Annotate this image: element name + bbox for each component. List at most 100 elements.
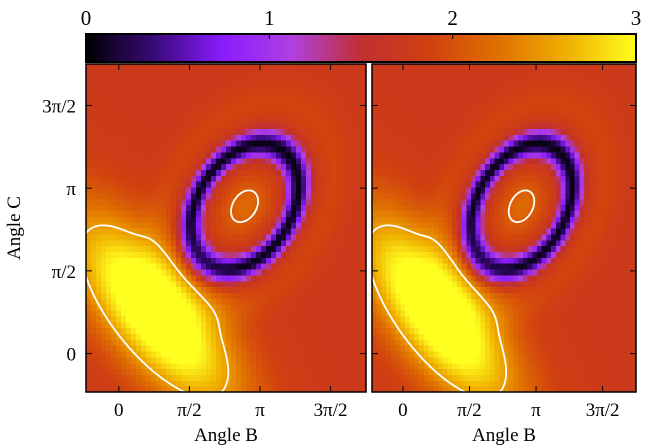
heatmap-cell	[221, 163, 227, 171]
heatmap-cell	[480, 251, 486, 258]
heatmap-cell	[409, 192, 416, 200]
heatmap-cell	[136, 105, 142, 112]
heatmap-cell	[201, 146, 207, 153]
heatmap-cell	[376, 210, 383, 217]
heatmap-cell	[428, 181, 434, 188]
heatmap-cell	[311, 116, 317, 124]
heatmap-cell	[461, 386, 467, 393]
heatmap-cell	[136, 110, 142, 118]
heatmap-cell	[106, 128, 112, 135]
heatmap-cell	[480, 75, 486, 83]
heatmap-cell	[206, 140, 212, 147]
heatmap-cell	[499, 210, 505, 217]
heatmap-cell	[461, 251, 467, 258]
heatmap-cell	[356, 315, 362, 323]
heatmap-cell	[191, 257, 197, 264]
heatmap-cell	[336, 269, 342, 276]
heatmap-cell	[485, 222, 491, 229]
heatmap-cell	[346, 280, 352, 288]
heatmap-cell	[494, 274, 500, 282]
heatmap-cell	[226, 304, 232, 311]
heatmap-cell	[409, 81, 416, 89]
heatmap-cell	[286, 304, 292, 311]
heatmap-cell	[131, 321, 137, 329]
heatmap-cell	[126, 169, 132, 176]
heatmap-cell	[485, 304, 491, 311]
heatmap-cell	[321, 280, 327, 288]
heatmap-cell	[400, 222, 406, 229]
heatmap-cell	[513, 356, 519, 364]
heatmap-cell	[480, 210, 486, 217]
heatmap-cell	[428, 204, 434, 212]
heatmap-cell	[86, 175, 92, 182]
heatmap-cell	[442, 263, 449, 270]
heatmap-cell	[286, 239, 292, 247]
heatmap-cell	[311, 122, 317, 130]
heatmap-cell	[346, 93, 352, 100]
heatmap-cell	[452, 163, 458, 171]
heatmap-cell	[331, 321, 337, 329]
heatmap-cell	[146, 304, 152, 311]
heatmap-cell	[281, 298, 287, 305]
heatmap-cell	[201, 222, 207, 229]
heatmap-cell	[485, 257, 491, 264]
heatmap-cell	[480, 105, 486, 112]
heatmap-cell	[466, 116, 472, 124]
heatmap-cell	[166, 69, 172, 77]
heatmap-cell	[372, 274, 378, 282]
heatmap-cell	[241, 93, 247, 100]
heatmap-cell	[513, 245, 519, 253]
heatmap-cell	[301, 122, 307, 130]
heatmap-cell	[447, 386, 453, 393]
heatmap-cell	[301, 110, 307, 118]
heatmap-cell	[191, 362, 197, 370]
heatmap-cell	[475, 233, 482, 241]
heatmap-cell	[405, 269, 411, 276]
heatmap-cell	[499, 269, 505, 276]
heatmap-cell	[116, 151, 122, 159]
heatmap-cell	[146, 321, 152, 329]
heatmap-cell	[518, 93, 524, 100]
heatmap-cell	[513, 374, 519, 381]
heatmap-cell	[466, 233, 472, 241]
heatmap-cell	[186, 110, 192, 118]
heatmap-cell	[419, 280, 425, 288]
heatmap-cell	[475, 333, 482, 340]
heatmap-cell	[186, 181, 192, 188]
heatmap-cell	[226, 81, 232, 89]
heatmap-cell	[485, 140, 491, 147]
heatmap-cell	[390, 110, 397, 118]
heatmap-cell	[211, 64, 217, 71]
heatmap-cell	[326, 175, 332, 182]
heatmap-cell	[261, 134, 267, 141]
heatmap-cell	[191, 181, 197, 188]
heatmap-cell	[485, 362, 491, 370]
heatmap-cell	[361, 198, 367, 206]
heatmap-cell	[341, 257, 347, 264]
heatmap-cell	[485, 81, 491, 89]
heatmap-cell	[321, 128, 327, 135]
heatmap-cell	[390, 263, 397, 270]
heatmap-cell	[131, 146, 137, 153]
heatmap-cell	[246, 181, 252, 188]
heatmap-cell	[176, 351, 182, 358]
heatmap-cell	[395, 304, 401, 311]
heatmap-cell	[251, 374, 257, 381]
heatmap-cell	[241, 286, 247, 294]
heatmap-cell	[351, 210, 357, 217]
heatmap-cell	[376, 345, 383, 352]
heatmap-cell	[136, 233, 142, 241]
heatmap-cell	[291, 192, 297, 200]
heatmap-cell	[522, 181, 529, 188]
heatmap-cell	[518, 128, 524, 135]
heatmap-cell	[206, 251, 212, 258]
heatmap-cell	[452, 210, 458, 217]
heatmap-cell	[291, 64, 297, 71]
heatmap-cell	[226, 187, 232, 194]
heatmap-cell	[276, 175, 282, 182]
heatmap-cell	[306, 99, 312, 106]
heatmap-cell	[381, 251, 387, 258]
heatmap-cell	[485, 351, 491, 358]
heatmap-cell	[191, 298, 197, 305]
heatmap-cell	[181, 192, 187, 200]
